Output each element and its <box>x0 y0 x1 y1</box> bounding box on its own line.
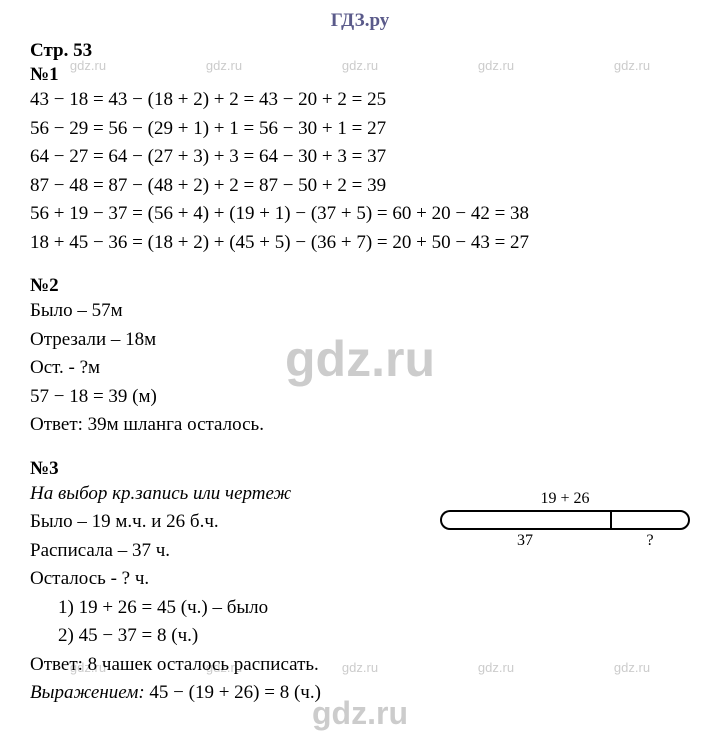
task-3-expression: Выражением: 45 − (19 + 26) = 8 (ч.) <box>30 679 690 708</box>
task-2-line: Отрезали – 18м <box>30 326 690 355</box>
diagram-left-label: 37 <box>440 532 610 550</box>
task-1-line: 56 − 29 = 56 − (29 + 1) + 1 = 56 − 30 + … <box>30 115 690 144</box>
task-3-step: 1) 19 + 26 = 45 (ч.) – было <box>30 594 690 623</box>
task-1-line: 43 − 18 = 43 − (18 + 2) + 2 = 43 − 20 + … <box>30 86 690 115</box>
diagram: 19 + 26 37 ? <box>440 490 690 550</box>
diagram-right-label: ? <box>610 532 690 550</box>
page-label: Стр. 53 <box>30 40 690 62</box>
task-2-num: №2 <box>30 275 690 297</box>
task-1-line: 64 − 27 = 64 − (27 + 3) + 3 = 64 − 30 + … <box>30 143 690 172</box>
task-2-line: 57 − 18 = 39 (м) <box>30 383 690 412</box>
task-2-line: Ост. - ?м <box>30 354 690 383</box>
task-1-line: 18 + 45 − 36 = (18 + 2) + (45 + 5) − (36… <box>30 229 690 258</box>
task-1-line: 56 + 19 − 37 = (56 + 4) + (19 + 1) − (37… <box>30 200 690 229</box>
site-header: ГДЗ.ру <box>30 10 690 32</box>
diagram-top-label: 19 + 26 <box>440 490 690 508</box>
task-3-num: №3 <box>30 458 690 480</box>
task-1-num: №1 <box>30 64 690 86</box>
task-2-line: Было – 57м <box>30 297 690 326</box>
task-1-line: 87 − 48 = 87 − (48 + 2) + 2 = 87 − 50 + … <box>30 172 690 201</box>
task-3-step: 2) 45 − 37 = 8 (ч.) <box>30 622 690 651</box>
task-3-line: Осталось - ? ч. <box>30 565 690 594</box>
diagram-bar <box>440 510 690 532</box>
task-3-answer: Ответ: 8 чашек осталось расписать. <box>30 651 690 680</box>
task-2-line: Ответ: 39м шланга осталось. <box>30 411 690 440</box>
